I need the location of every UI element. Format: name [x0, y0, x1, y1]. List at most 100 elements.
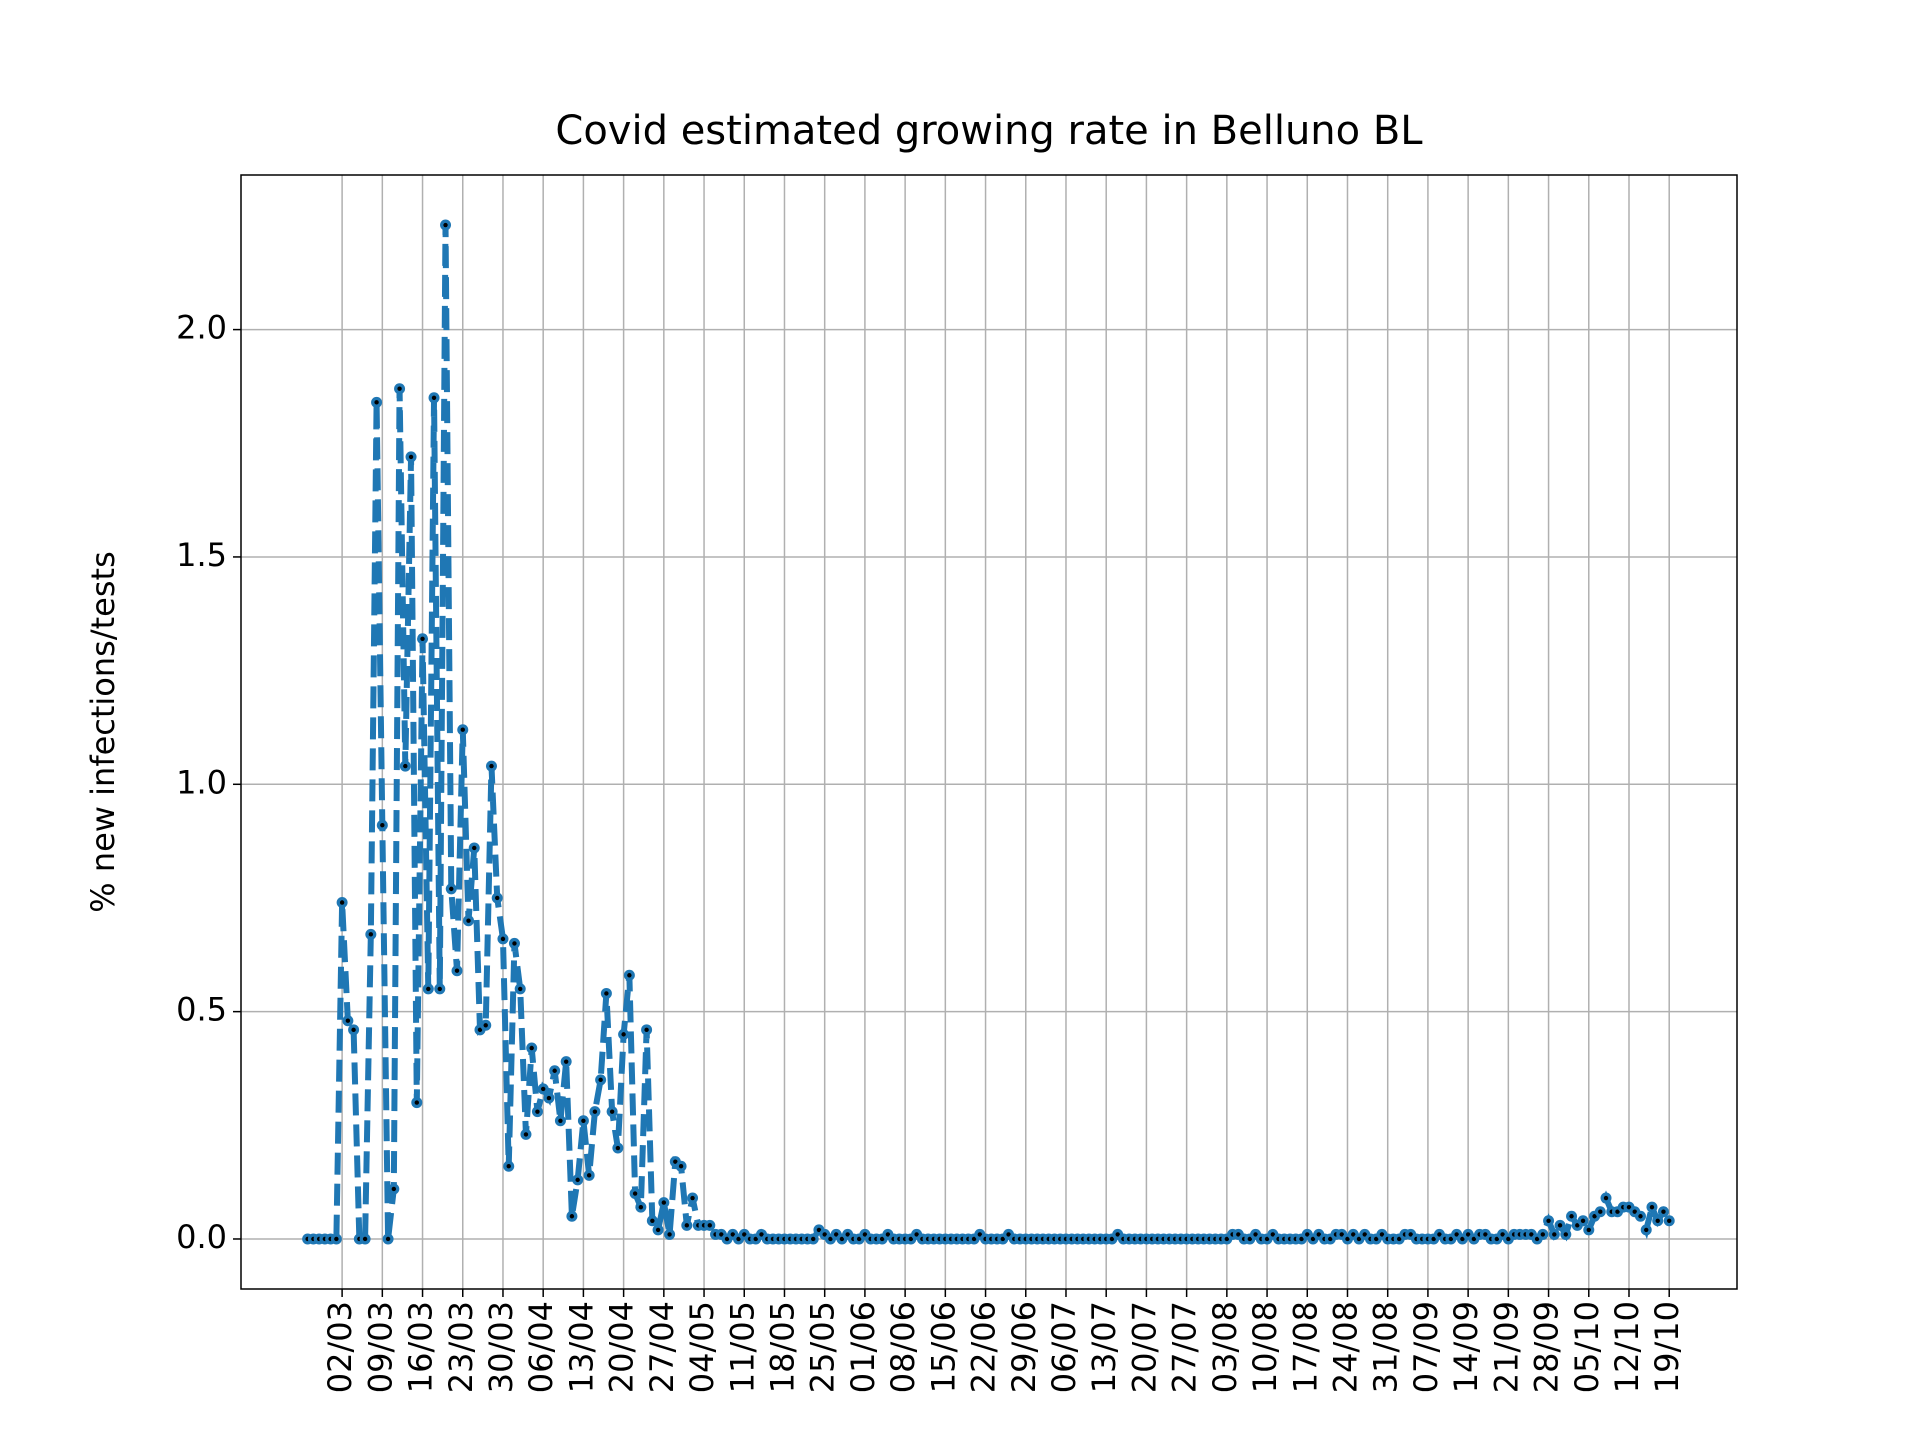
plot-frame	[240, 174, 1738, 1290]
data-point-center	[345, 1018, 351, 1023]
data-point-center	[885, 1232, 891, 1237]
data-point-center	[1109, 1236, 1115, 1242]
data-point-center	[1379, 1232, 1385, 1237]
data-point-center	[1236, 1232, 1241, 1237]
data-point-center	[1299, 1236, 1304, 1242]
data-point-center	[632, 1191, 638, 1196]
data-point-center	[500, 936, 506, 942]
data-point-center	[362, 1236, 368, 1242]
data-point-center	[644, 1027, 649, 1033]
data-point-center	[581, 1118, 586, 1123]
data-point-center	[1552, 1232, 1557, 1237]
x-tick-label: 17/08	[1286, 1301, 1324, 1393]
data-point-center	[420, 636, 425, 641]
data-point-center	[1580, 1218, 1586, 1223]
data-point-center	[742, 1232, 747, 1237]
data-point-center	[575, 1177, 580, 1183]
data-point-center	[385, 1236, 391, 1242]
y-tick-label: 2.0	[176, 309, 227, 347]
data-point-center	[845, 1232, 850, 1237]
data-point-center	[736, 1236, 741, 1242]
data-point-center	[460, 727, 465, 732]
x-tick-label: 07/09	[1407, 1301, 1445, 1393]
data-point-center	[563, 1059, 569, 1064]
data-point-center	[1575, 1223, 1580, 1228]
data-point-center	[483, 1023, 488, 1028]
data-point-center	[1356, 1236, 1362, 1242]
data-point-center	[1328, 1236, 1333, 1242]
data-point-center	[592, 1109, 598, 1114]
data-point-center	[1362, 1232, 1367, 1237]
data-point-center	[518, 986, 523, 992]
data-point-center	[334, 1236, 339, 1242]
data-point-center	[759, 1232, 764, 1237]
data-point-center	[1644, 1227, 1649, 1233]
data-point-center	[1115, 1232, 1120, 1237]
data-point-center	[1454, 1232, 1459, 1237]
data-point-center	[1540, 1232, 1546, 1237]
data-point-center	[719, 1232, 724, 1237]
x-tick-label: 13/07	[1085, 1301, 1123, 1393]
data-point-center	[1529, 1232, 1534, 1237]
data-point-center	[816, 1227, 822, 1233]
x-tick-label: 21/09	[1487, 1301, 1525, 1393]
x-tick-label: 01/06	[844, 1301, 882, 1393]
data-point-center	[437, 986, 442, 992]
y-tick-label: 1.0	[176, 763, 227, 801]
data-point-center	[1224, 1236, 1230, 1242]
data-point-center	[1655, 1218, 1660, 1223]
x-tick-label: 04/05	[683, 1301, 721, 1393]
data-point-center	[879, 1236, 885, 1242]
data-point-center	[408, 454, 414, 460]
data-point-center	[1351, 1232, 1356, 1237]
data-point-center	[638, 1204, 644, 1210]
data-point-center	[615, 1145, 621, 1151]
data-point-center	[339, 900, 345, 905]
data-point-center	[1557, 1223, 1563, 1228]
data-point-center	[391, 1186, 397, 1192]
data-point-center	[380, 823, 385, 828]
data-point-center	[971, 1236, 977, 1242]
data-point-center	[1569, 1214, 1574, 1219]
x-tick-label: 11/05	[723, 1301, 761, 1393]
data-point-center	[1374, 1236, 1379, 1242]
data-point-center	[1000, 1236, 1005, 1242]
data-point-center	[449, 886, 454, 892]
data-point-center	[1310, 1236, 1316, 1242]
data-point-center	[1592, 1214, 1597, 1219]
x-tick-label: 31/08	[1367, 1301, 1405, 1393]
data-point-center	[914, 1232, 919, 1237]
data-point-center	[1006, 1232, 1011, 1237]
data-point-center	[604, 991, 609, 996]
data-point-center	[811, 1236, 816, 1242]
x-tick-label: 08/06	[884, 1301, 922, 1393]
data-point-center	[650, 1218, 655, 1223]
data-point-center	[609, 1109, 615, 1114]
y-axis-label: % new infections/tests	[84, 551, 122, 912]
data-point-center	[1305, 1232, 1310, 1237]
x-tick-label: 09/03	[361, 1301, 399, 1393]
data-point-center	[667, 1232, 672, 1237]
x-tick-label: 13/04	[562, 1301, 600, 1393]
data-point-center	[1448, 1236, 1454, 1242]
data-line	[307, 224, 1672, 1243]
data-point-center	[862, 1232, 868, 1237]
data-point-center	[1534, 1236, 1540, 1242]
data-point-center	[684, 1223, 690, 1228]
data-point-center	[1264, 1236, 1270, 1242]
data-point-center	[414, 1100, 419, 1105]
data-point-center	[529, 1045, 534, 1051]
x-tick-label: 18/05	[763, 1301, 801, 1393]
data-point-center	[540, 1086, 546, 1092]
data-point-center	[1649, 1204, 1655, 1210]
x-tick-label: 20/04	[603, 1301, 641, 1393]
data-point-center	[403, 763, 408, 769]
data-point-center	[627, 973, 632, 978]
data-point-center	[454, 968, 460, 973]
data-point-center	[1437, 1232, 1442, 1237]
data-point-center	[426, 986, 431, 992]
x-tick-label: 27/07	[1166, 1301, 1204, 1393]
data-point-center	[558, 1118, 563, 1123]
data-point-center	[1626, 1204, 1632, 1210]
data-point-center	[477, 1027, 483, 1033]
